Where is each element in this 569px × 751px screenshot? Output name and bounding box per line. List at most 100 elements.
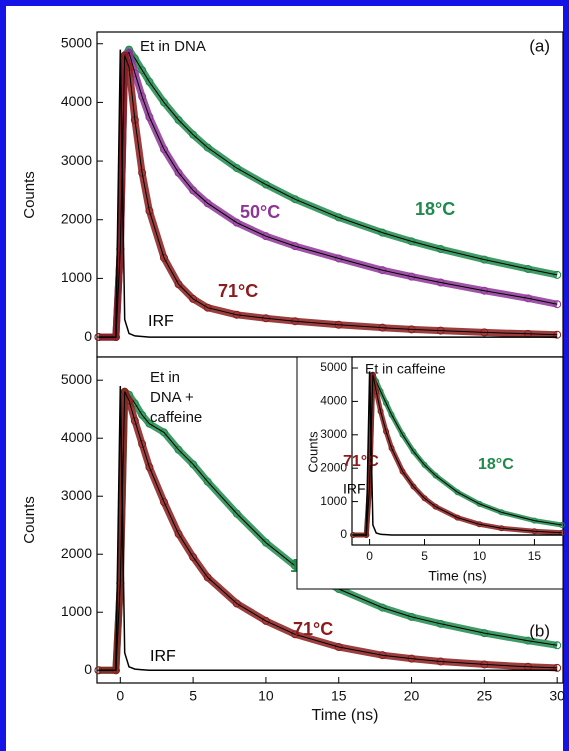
data-point xyxy=(407,237,416,246)
x-tick-label: 0 xyxy=(116,688,124,704)
y-tick-label: 0 xyxy=(84,661,92,677)
data-point xyxy=(436,278,445,287)
data-point xyxy=(232,218,241,227)
y-tick-label: 5000 xyxy=(320,360,347,374)
x-axis-label: Time (ns) xyxy=(312,707,379,724)
x-axis-label: Time (ns) xyxy=(428,568,487,584)
series-label: 50°C xyxy=(240,202,280,222)
annotation: Et in xyxy=(150,369,180,386)
data-point xyxy=(399,431,406,438)
data-point xyxy=(524,294,533,303)
series-label: 18°C xyxy=(415,199,455,219)
data-point xyxy=(203,477,212,486)
x-tick-label: 25 xyxy=(477,688,493,704)
data-point xyxy=(130,416,139,425)
series-label: IRF xyxy=(148,313,174,330)
y-tick-label: 2000 xyxy=(61,210,92,226)
series-label: IRF xyxy=(150,648,176,665)
data-point xyxy=(553,300,562,309)
data-point xyxy=(138,66,147,75)
data-point xyxy=(145,419,154,428)
data-point xyxy=(203,199,212,208)
data-point xyxy=(261,232,270,241)
data-point xyxy=(232,509,241,518)
y-tick-label: 3000 xyxy=(61,487,92,503)
annotation: Et in caffeine xyxy=(365,361,446,377)
data-point xyxy=(159,98,168,107)
data-point xyxy=(291,195,300,204)
data-point xyxy=(383,400,390,407)
data-point xyxy=(138,92,147,101)
data-point xyxy=(377,408,384,415)
data-point xyxy=(421,495,428,502)
data-point xyxy=(436,619,445,628)
data-point xyxy=(378,228,387,237)
data-point xyxy=(125,396,134,405)
x-tick-label: 15 xyxy=(528,549,542,563)
data-point xyxy=(291,242,300,251)
series-label: 18°C xyxy=(478,456,514,473)
x-tick-label: 10 xyxy=(473,549,487,563)
x-tick-label: 15 xyxy=(331,688,347,704)
data-point xyxy=(174,529,183,538)
data-point xyxy=(174,115,183,124)
data-point xyxy=(138,411,147,420)
data-point xyxy=(174,168,183,177)
data-point xyxy=(553,641,562,650)
data-point xyxy=(232,164,241,173)
data-point xyxy=(145,77,154,86)
annotation: Et in DNA xyxy=(140,38,206,55)
data-point xyxy=(159,253,168,262)
x-tick-label: 0 xyxy=(366,549,373,563)
annotation: caffeine xyxy=(150,409,202,426)
y-axis-label: Counts xyxy=(305,431,320,473)
data-point xyxy=(174,445,183,454)
data-point xyxy=(421,461,428,468)
data-point xyxy=(189,186,198,195)
data-point xyxy=(291,630,300,639)
data-point xyxy=(334,643,343,652)
y-tick-label: 2000 xyxy=(320,460,347,474)
data-point xyxy=(159,428,168,437)
data-point xyxy=(261,616,270,625)
data-point xyxy=(524,265,533,274)
data-point xyxy=(159,498,168,507)
y-tick-label: 5000 xyxy=(61,371,92,387)
fit-line xyxy=(98,391,558,671)
y-tick-label: 0 xyxy=(340,527,347,541)
x-tick-label: 30 xyxy=(549,688,565,704)
y-tick-label: 4000 xyxy=(320,394,347,408)
data-point xyxy=(189,294,198,303)
annotation: (b) xyxy=(529,621,550,640)
y-tick-label: 4000 xyxy=(61,93,92,109)
data-point xyxy=(498,509,505,516)
irf-line xyxy=(98,385,558,671)
data-point xyxy=(174,280,183,289)
data-point xyxy=(232,599,241,608)
y-tick-label: 1000 xyxy=(320,494,347,508)
y-tick-label: 0 xyxy=(84,328,92,344)
data-point xyxy=(261,180,270,189)
annotation: DNA + xyxy=(150,389,194,406)
data-point xyxy=(388,411,395,418)
x-tick-label: 5 xyxy=(421,549,428,563)
data-point xyxy=(334,254,343,263)
data-point xyxy=(145,463,154,472)
data-point xyxy=(480,255,489,264)
data-point xyxy=(399,468,406,475)
annotation: (a) xyxy=(529,36,550,55)
series-label: 71°C xyxy=(343,453,379,470)
data-point xyxy=(378,603,387,612)
fit-line xyxy=(353,374,562,536)
y-tick-label: 5000 xyxy=(61,34,92,50)
data-point xyxy=(145,113,154,122)
y-tick-label: 3000 xyxy=(61,152,92,168)
data-point xyxy=(203,143,212,152)
data-point xyxy=(334,213,343,222)
plot-frame xyxy=(96,31,564,358)
y-tick-label: 3000 xyxy=(320,427,347,441)
data-point xyxy=(407,272,416,281)
data-point xyxy=(553,270,562,279)
